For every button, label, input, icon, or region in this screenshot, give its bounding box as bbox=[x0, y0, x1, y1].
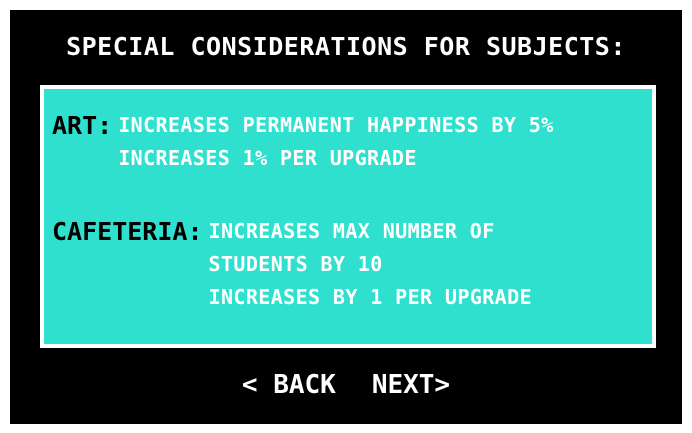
info-panel: ART: INCREASES PERMANENT HAPPINESS BY 5%… bbox=[40, 85, 656, 348]
description-line: STUDENTS BY 10 bbox=[208, 252, 383, 276]
subject-entry-art: ART: INCREASES PERMANENT HAPPINESS BY 5%… bbox=[52, 109, 554, 175]
subject-entry-cafeteria: CAFETERIA: INCREASES MAX NUMBER OF STUDE… bbox=[52, 215, 532, 314]
subject-description-cafeteria: INCREASES MAX NUMBER OF STUDENTS BY 10 I… bbox=[209, 215, 532, 314]
subject-label-art: ART: bbox=[52, 111, 113, 140]
navigation-bar: < BACK NEXT> bbox=[10, 368, 682, 402]
next-button[interactable]: NEXT> bbox=[371, 370, 451, 400]
description-line: INCREASES MAX NUMBER OF bbox=[208, 219, 495, 243]
game-screen: SPECIAL CONSIDERATIONS FOR SUBJECTS: ART… bbox=[10, 10, 682, 424]
page-title: SPECIAL CONSIDERATIONS FOR SUBJECTS: bbox=[66, 32, 626, 61]
description-line: INCREASES BY 1 PER UPGRADE bbox=[208, 285, 532, 309]
description-line: INCREASES PERMANENT HAPPINESS BY 5% bbox=[118, 113, 554, 137]
back-button[interactable]: < BACK bbox=[241, 370, 336, 400]
subject-label-cafeteria: CAFETERIA: bbox=[52, 217, 203, 246]
description-line: INCREASES 1% PER UPGRADE bbox=[118, 146, 417, 170]
subject-description-art: INCREASES PERMANENT HAPPINESS BY 5% INCR… bbox=[118, 109, 553, 175]
